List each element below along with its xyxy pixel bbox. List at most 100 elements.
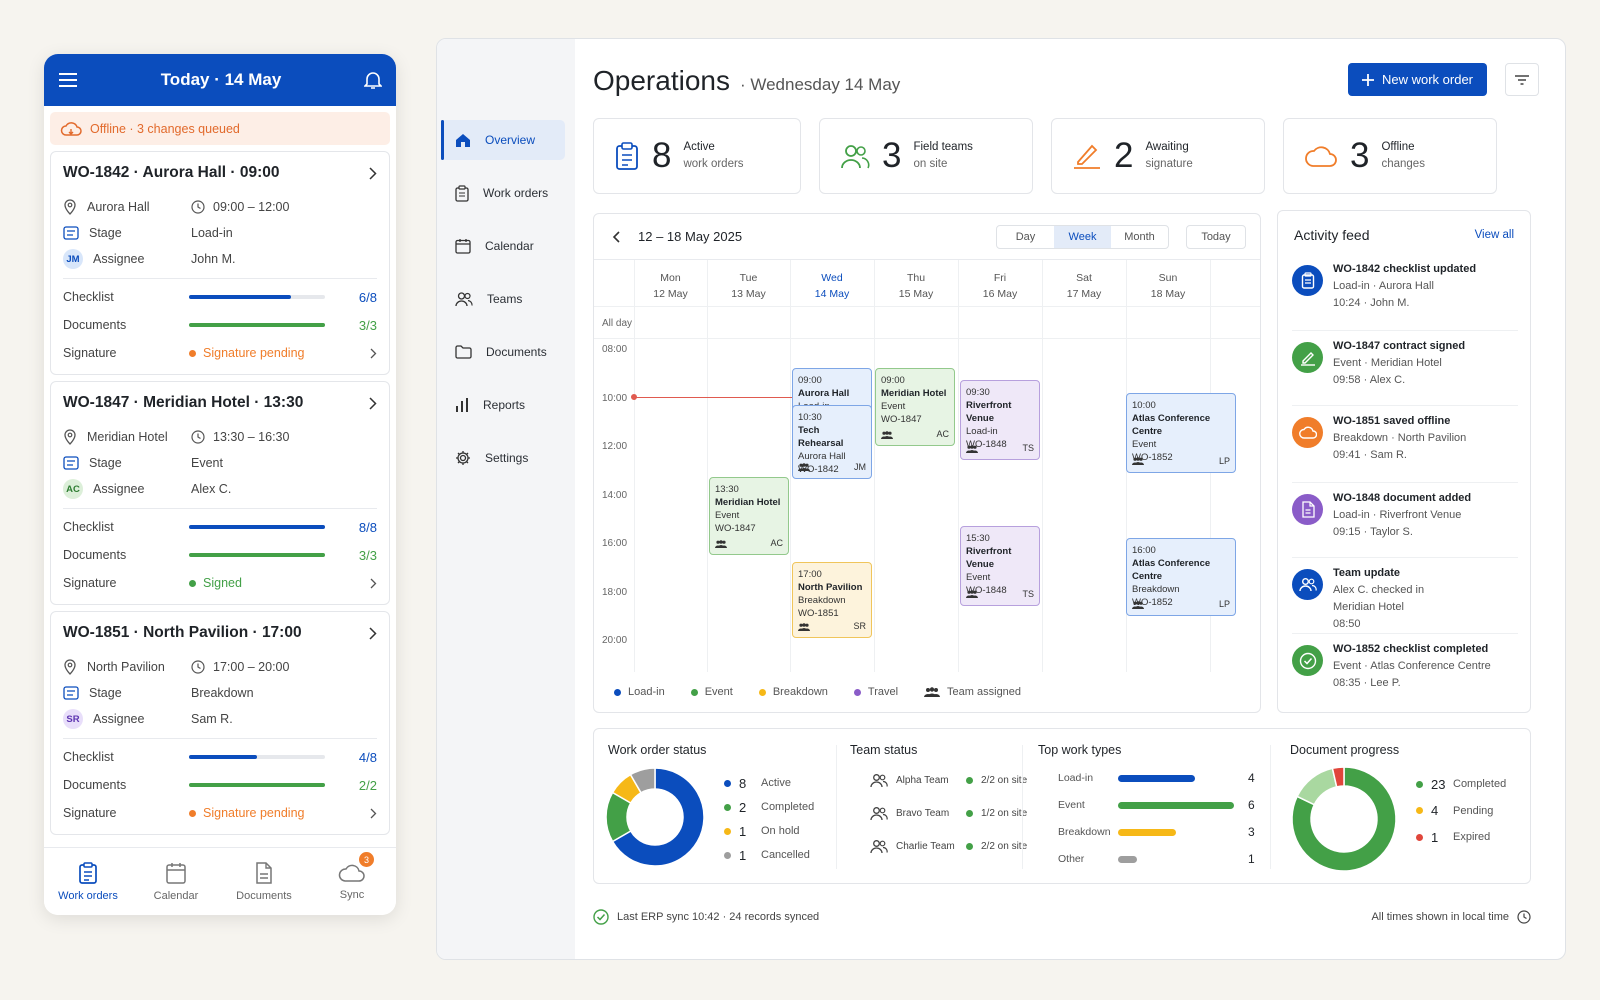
work-order-card[interactable]: WO-1851 · North Pavilion · 17:00 North Pa… xyxy=(50,611,390,835)
calendar-event[interactable]: 09:30 Riverfront Venue Load-in WO-1848 TS xyxy=(960,380,1040,461)
day-header[interactable]: Fri 16 May xyxy=(958,270,1042,302)
day-header[interactable]: Sat 17 May xyxy=(1042,270,1126,302)
calendar-event[interactable]: 09:00 Meridian Hotel Event WO-1847 AC xyxy=(875,368,955,447)
stage-value: Breakdown xyxy=(191,686,254,700)
kpi-card[interactable]: 2 Awaiting signature xyxy=(1051,118,1265,194)
documents-progress-bar xyxy=(189,323,325,327)
chevron-left-icon[interactable] xyxy=(612,230,620,243)
calendar-event[interactable]: 10:00 Atlas Conference Centre Event WO-1852… xyxy=(1126,392,1236,473)
kpi-sublabel: work orders xyxy=(683,158,744,170)
calendar-legend: Load-in Event Breakdown Travel Team assi… xyxy=(614,672,1021,712)
location-value: Meridian Hotel xyxy=(87,430,168,444)
status-dot xyxy=(189,809,196,817)
signature-row[interactable]: Signature Signed xyxy=(63,569,377,597)
sidebar-item-calendar[interactable]: Calendar xyxy=(441,226,565,266)
offline-banner[interactable]: Offline · 3 changes queued xyxy=(50,112,390,145)
day-header[interactable]: Mon 12 May xyxy=(634,270,707,302)
calendar-event[interactable]: 17:00 North Pavilion Breakdown WO-1851 SR xyxy=(792,562,872,639)
today-button[interactable]: Today xyxy=(1186,225,1246,249)
event-assignee: LP xyxy=(1218,599,1230,609)
stage-row: Stage Load-in xyxy=(63,220,377,246)
divider xyxy=(63,508,377,509)
tab-calendar[interactable]: Calendar xyxy=(132,848,220,915)
work-order-card[interactable]: WO-1847 · Meridian Hotel · 13:30 Meridian… xyxy=(50,381,390,605)
status-active-slice[interactable] xyxy=(611,767,704,867)
kpi-card[interactable]: 3 Field teams on site xyxy=(819,118,1033,194)
view-day[interactable]: Day xyxy=(1015,231,1036,243)
day-header[interactable]: Tue 13 May xyxy=(707,270,790,302)
chevron-right-icon[interactable] xyxy=(369,396,377,410)
activity-item[interactable]: WO-1847 contract signed Event · Meridian … xyxy=(1292,338,1518,389)
sidebar-item-work-orders[interactable]: Work orders xyxy=(441,173,565,213)
view-all-link[interactable]: View all xyxy=(1474,229,1514,241)
checklist-progress-bar xyxy=(189,295,325,299)
event-name: North Pavilion xyxy=(798,582,863,594)
sidebar-item-documents[interactable]: Documents xyxy=(441,332,565,372)
sidebar-item-overview[interactable]: Overview xyxy=(441,120,565,160)
signature-row[interactable]: Signature Signature pending xyxy=(63,339,377,367)
view-week[interactable]: Week xyxy=(1054,226,1111,248)
document-completed-slice[interactable] xyxy=(1291,766,1397,872)
tab-work-orders[interactable]: Work orders xyxy=(44,848,132,915)
location-pin-icon xyxy=(63,199,77,215)
title-date: · Wednesday 14 May xyxy=(739,75,901,94)
document-expired-slice[interactable] xyxy=(1331,766,1345,788)
calendar-event[interactable]: 15:30 Riverfront Venue Event WO-1848 TS xyxy=(960,525,1040,606)
stage-label: Stage xyxy=(89,686,122,700)
grid-line xyxy=(594,338,1260,339)
menu-icon[interactable] xyxy=(58,72,78,88)
calendar-event[interactable]: 16:00 Atlas Conference Centre Breakdown WO-… xyxy=(1126,538,1236,616)
cloud-offline-icon xyxy=(60,121,82,137)
cloud-icon xyxy=(1292,417,1323,448)
hour-label: 18:00 xyxy=(602,586,628,598)
team-status-row[interactable]: Charlie Team 2/2 on site xyxy=(870,839,1027,854)
all-day-label: All day xyxy=(602,318,633,329)
chevron-right-icon[interactable] xyxy=(369,166,377,180)
kpi-card[interactable]: 3 Offline changes xyxy=(1283,118,1497,194)
signature-icon xyxy=(1292,342,1323,373)
day-header[interactable]: Wed 14 May xyxy=(790,270,874,302)
status-cancelled-slice[interactable] xyxy=(629,767,656,794)
sidebar-item-teams[interactable]: Teams xyxy=(441,279,565,319)
sidebar-item-settings[interactable]: Settings xyxy=(441,438,565,478)
work-order-card[interactable]: WO-1842 · Aurora Hall · 09:00 Aurora Hall… xyxy=(50,151,390,375)
chevron-right-icon[interactable] xyxy=(369,626,377,640)
filter-button[interactable] xyxy=(1505,63,1539,96)
activity-item[interactable]: WO-1852 checklist completed Event · Atlas… xyxy=(1292,641,1518,692)
divider xyxy=(1292,405,1518,406)
document-pending-slice[interactable] xyxy=(1296,767,1338,806)
legend-item: 4 Pending xyxy=(1416,798,1506,825)
kpi-card[interactable]: 8 Active work orders xyxy=(593,118,801,194)
day-header[interactable]: Sun 18 May xyxy=(1126,270,1210,302)
calendar-event[interactable]: 13:30 Meridian Hotel Event WO-1847 AC xyxy=(709,477,789,556)
bell-icon[interactable] xyxy=(364,70,382,90)
tab-sync[interactable]: 3 Sync xyxy=(308,848,396,915)
activity-item[interactable]: WO-1851 saved offline Breakdown · North P… xyxy=(1292,413,1518,464)
teams-icon xyxy=(455,291,473,307)
status-dot xyxy=(966,777,973,784)
activity-item[interactable]: WO-1842 checklist updated Load-in · Auror… xyxy=(1292,261,1518,312)
location-pin-icon xyxy=(63,429,77,445)
time-value: 09:00 – 12:00 xyxy=(213,200,290,214)
location-value: Aurora Hall xyxy=(87,200,150,214)
tab-documents[interactable]: Documents xyxy=(220,848,308,915)
view-month[interactable]: Month xyxy=(1124,231,1155,243)
team-status-row[interactable]: Alpha Team 2/2 on site xyxy=(870,773,1027,788)
team-icon xyxy=(966,445,978,453)
divider xyxy=(1022,745,1023,869)
day-header[interactable]: Thu 15 May xyxy=(874,270,958,302)
sidebar-item-reports[interactable]: Reports xyxy=(441,385,565,425)
work-type-bar xyxy=(1118,828,1176,836)
signature-row[interactable]: Signature Signature pending xyxy=(63,799,377,827)
activity-meta: 10:24 · John M. xyxy=(1333,297,1410,309)
event-name: Atlas Conference Centre xyxy=(1132,412,1211,437)
team-status-row[interactable]: Bravo Team 1/2 on site xyxy=(870,806,1027,821)
view-switcher: Day Week Month xyxy=(996,225,1169,249)
legend-item: 23 Completed xyxy=(1416,771,1506,798)
new-work-order-button[interactable]: New work order xyxy=(1348,63,1487,96)
calendar-event[interactable]: 10:30 Tech Rehearsal Aurora Hall WO-1842 JM xyxy=(792,404,872,479)
activity-item[interactable]: WO-1848 document added Load-in · Riverfro… xyxy=(1292,490,1518,541)
activity-item[interactable]: Team update Alex C. checked in Meridian Ho… xyxy=(1292,565,1518,633)
legend-travel: Travel xyxy=(853,686,898,698)
day-date: 15 May xyxy=(898,288,934,300)
